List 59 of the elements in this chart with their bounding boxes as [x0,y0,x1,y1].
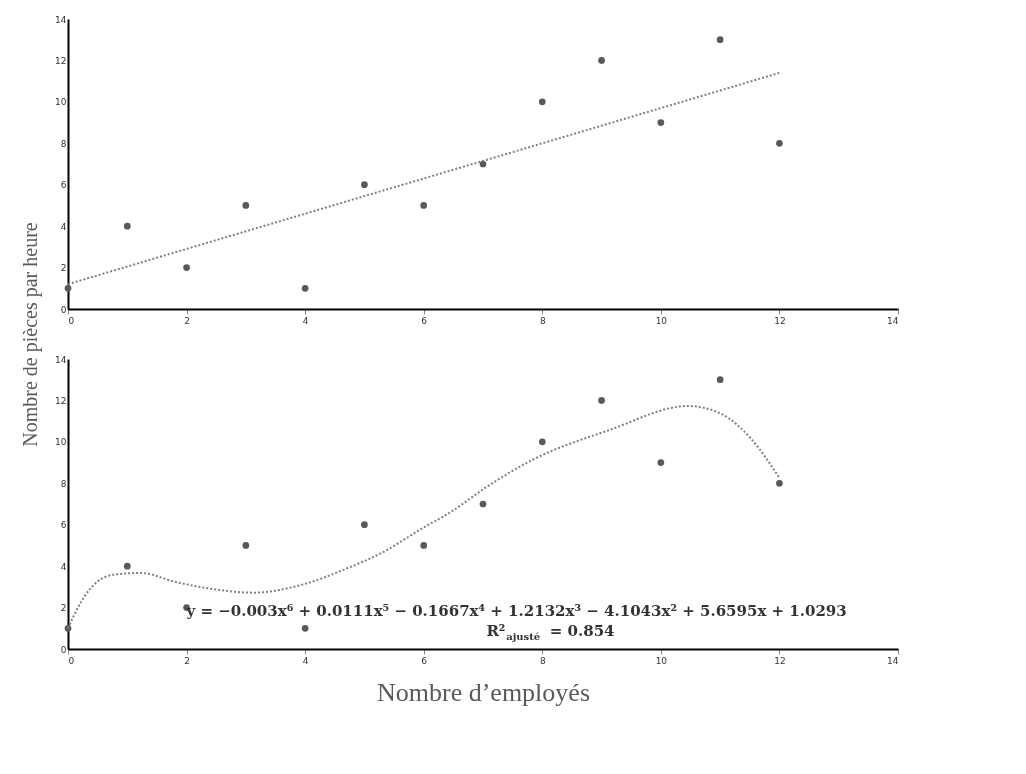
y-tick-label: 12 [55,395,67,406]
y-tick-label: 4 [60,561,67,572]
point [64,284,72,292]
point [183,264,190,271]
point [657,459,665,466]
point [598,57,605,64]
point [361,521,368,529]
point [716,376,724,384]
point [479,160,487,168]
x-tick-label: 12 [774,655,786,666]
x-tick-label: 14 [887,655,899,666]
y-axis-title: Nombre de pièces par heure [19,222,43,447]
y-tick-label: 12 [55,55,67,66]
x-tick-label: 2 [184,315,190,326]
x-tick-label: 10 [655,315,668,326]
y-tick-label: 0 [60,644,67,655]
y-tick-label: 10 [55,97,67,108]
x-tick-label: 8 [539,655,546,666]
point [776,139,783,147]
x-tick-label: 6 [421,315,428,326]
point [776,479,783,487]
point [301,624,309,632]
y-tick-label: 4 [60,221,67,232]
annotation: y = −0.003x⁶ + 0.0111x⁵ − 0.1667x⁴ + 1.2132x³ − 4.1043x² + 5.6595x + 1.0293 [185,602,847,621]
x-tick-label: 2 [184,655,190,666]
x-tick-label: 8 [539,315,546,326]
x-axis-title: Nombre d’employés [376,677,591,707]
point [123,562,131,570]
point [242,202,250,209]
y-tick-label: 2 [60,603,67,614]
point [361,181,368,189]
x-tick-label: 14 [887,315,899,326]
y-tick-label: 2 [60,263,67,274]
y-tick-label: 10 [55,437,67,448]
y-tick-label: 6 [60,180,67,191]
point [598,397,605,404]
point [538,438,546,446]
x-tick-label: 10 [655,655,668,666]
x-tick-label: 6 [421,655,428,666]
point [301,284,309,292]
x-tick-label: 0 [68,655,75,666]
x-tick-label: 12 [774,315,786,326]
point [538,98,546,106]
point [123,222,131,230]
y-tick-label: 0 [60,304,67,315]
x-tick-label: 0 [68,315,75,326]
x-tick-label: 4 [302,315,309,326]
x-tick-label: 4 [302,655,309,666]
point [716,36,724,44]
point [657,119,665,126]
point [420,542,428,549]
y-tick-label: 6 [60,520,67,531]
point [479,500,487,508]
y-tick-label: 8 [60,138,67,149]
y-tick-label: 8 [60,478,67,489]
y-tick-label: 14 [55,354,67,365]
point [242,542,250,549]
point [420,202,428,209]
y-tick-label: 14 [55,14,67,25]
